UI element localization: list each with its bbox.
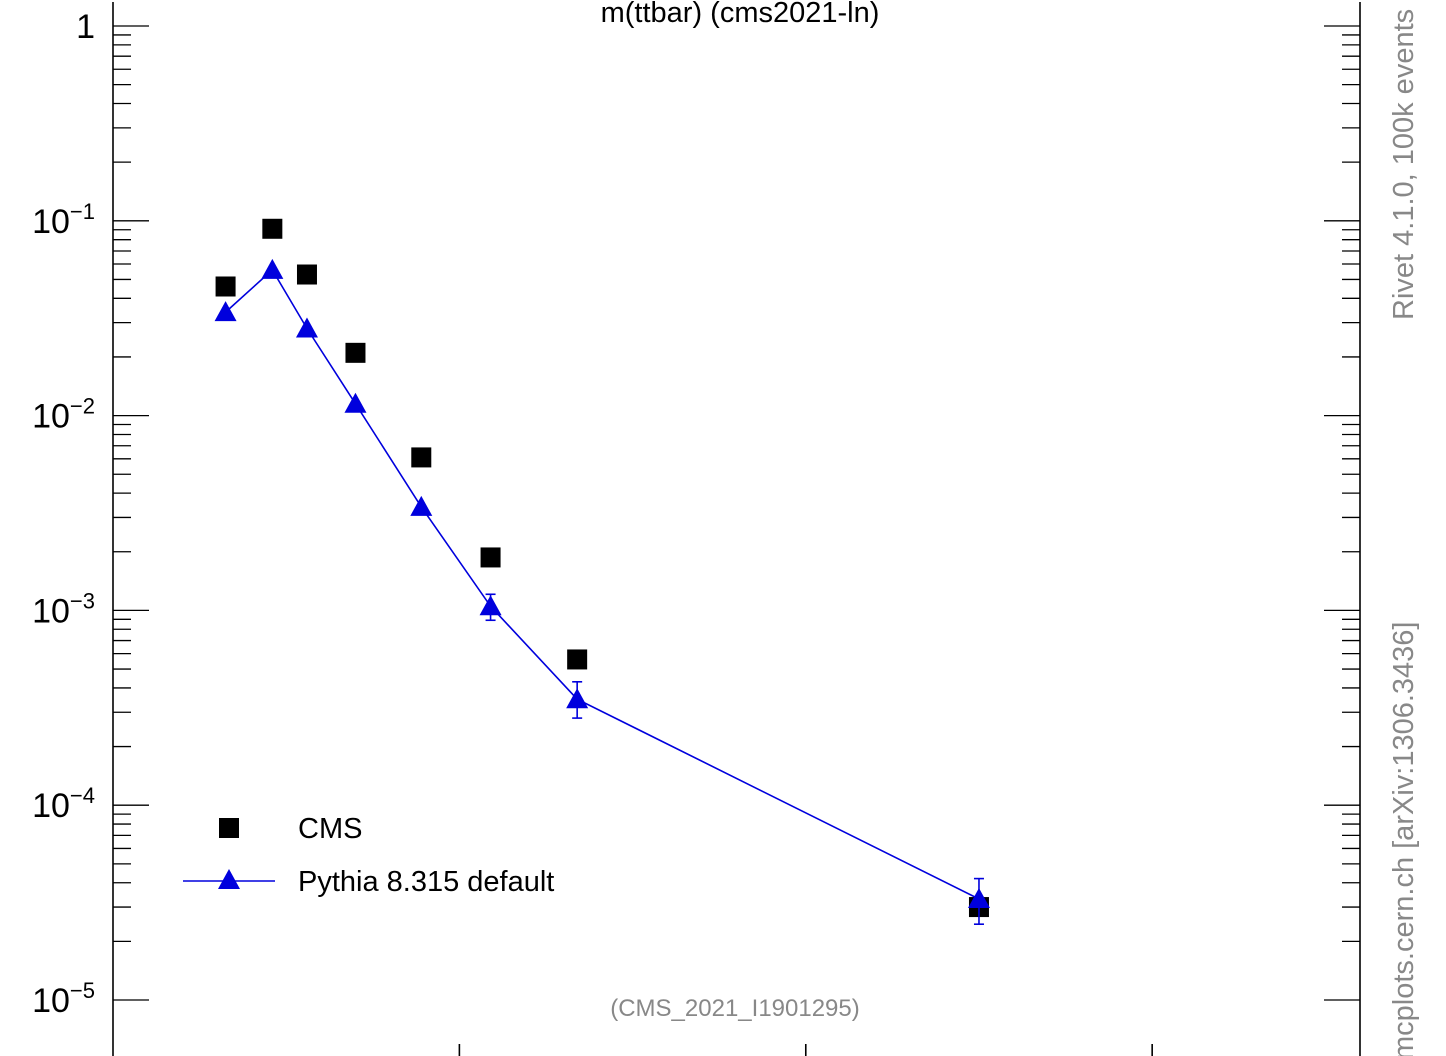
cms-point bbox=[215, 276, 236, 297]
legend: CMS Pythia 8.315 default bbox=[183, 813, 554, 898]
y-tick-label: 10−1 bbox=[32, 199, 95, 241]
cms-point bbox=[296, 264, 317, 285]
y-tick-label: 10−4 bbox=[32, 783, 95, 825]
chart-title: m(ttbar) (cms2021-ln) bbox=[601, 0, 880, 29]
cms-point bbox=[411, 447, 432, 468]
pythia-point bbox=[295, 317, 318, 338]
analysis-label: (CMS_2021_I1901295) bbox=[610, 995, 860, 1022]
legend-cms-marker bbox=[219, 818, 239, 838]
pythia-point bbox=[967, 887, 990, 908]
y-tick-label: 10−5 bbox=[32, 978, 95, 1020]
cms-point bbox=[345, 342, 366, 363]
series-layer bbox=[214, 218, 990, 925]
pythia-point bbox=[261, 258, 284, 279]
pythia-point bbox=[344, 392, 367, 413]
axis-ticks bbox=[113, 25, 1360, 1056]
pythia-line bbox=[225, 268, 980, 900]
y-tick-label: 10−3 bbox=[32, 588, 95, 630]
pythia-point bbox=[566, 688, 589, 709]
side-label-top: Rivet 4.1.0, 100k events bbox=[1388, 9, 1420, 320]
legend-cms-label: CMS bbox=[298, 813, 362, 845]
y-tick-label: 10−2 bbox=[32, 394, 95, 436]
side-label-bottom: mcplots.cern.ch [arXiv:1306.3436] bbox=[1388, 622, 1420, 1056]
pythia-point bbox=[214, 301, 237, 322]
plot-axes bbox=[112, 2, 1361, 1056]
pythia-point bbox=[410, 495, 433, 516]
cms-point bbox=[480, 547, 501, 568]
legend-pythia-marker bbox=[218, 869, 240, 889]
cms-point bbox=[567, 649, 588, 670]
legend-pythia-label: Pythia 8.315 default bbox=[298, 866, 554, 898]
pythia-point bbox=[479, 595, 502, 616]
cms-point bbox=[262, 218, 283, 239]
y-tick-label: 1 bbox=[76, 8, 95, 46]
y-tick-labels: 1 10−1 10−2 10−3 10−4 10−5 bbox=[32, 8, 95, 1020]
